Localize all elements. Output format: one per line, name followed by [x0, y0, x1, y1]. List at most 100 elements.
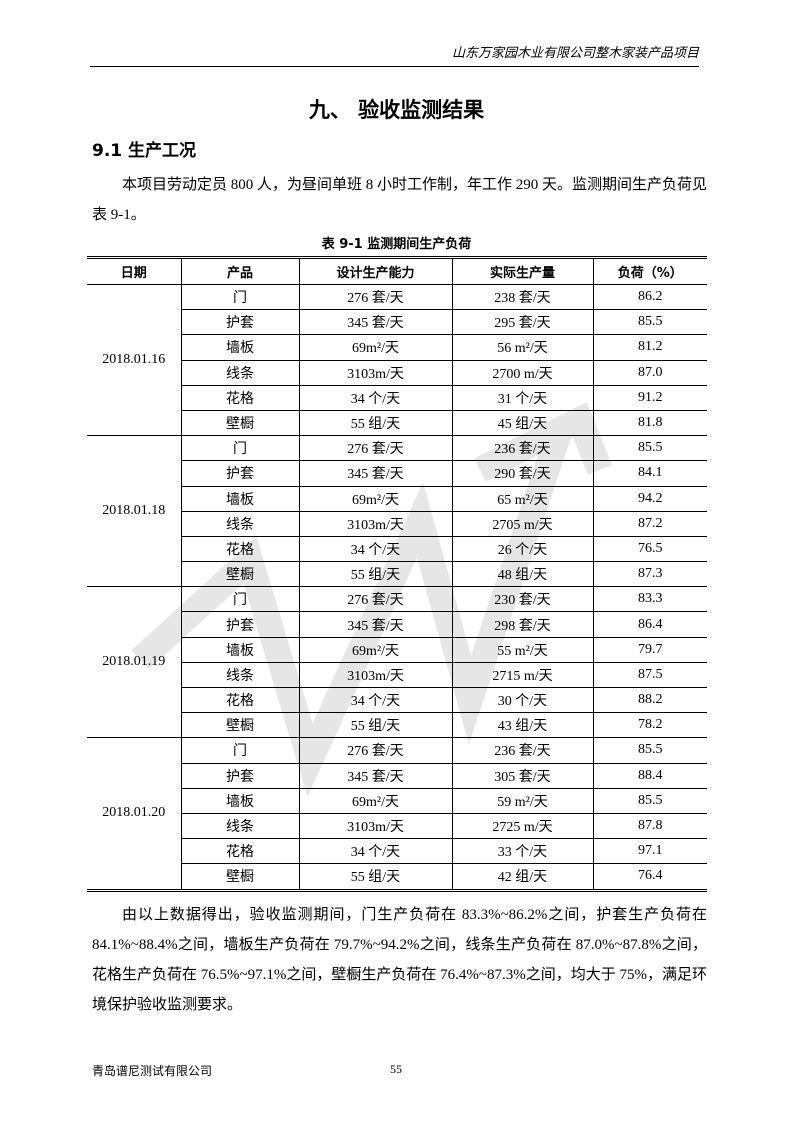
table-row: 线条 3103m/天 2705 m/天 87.2	[87, 510, 707, 537]
cell-product: 线条	[181, 359, 300, 386]
cell-product: 线条	[181, 812, 300, 840]
production-load-table: 日期 产品 设计生产能力 实际生产量 负荷（%） 2018.01.16 门 276 …	[87, 256, 707, 892]
cell-actual-output: 2715 m/天	[451, 661, 594, 689]
cell-design-capacity: 55 组/天	[298, 712, 453, 739]
header-load: 负荷（%）	[592, 257, 707, 285]
cell-product: 墙板	[181, 485, 300, 512]
cell-load: 86.2	[592, 283, 707, 311]
cell-load: 87.3	[592, 561, 707, 588]
intro-paragraph: 本项目劳动定员 800 人，为昼间单班 8 小时工作制，年工作 290 天。监测…	[92, 177, 708, 223]
cell-load: 85.5	[592, 737, 707, 764]
cell-actual-output: 43 组/天	[451, 712, 594, 739]
cell-design-capacity: 55 组/天	[298, 863, 453, 891]
cell-actual-output: 295 套/天	[451, 309, 594, 336]
cell-actual-output: 290 套/天	[451, 460, 594, 487]
cell-product: 护套	[181, 460, 300, 487]
table-row: 壁橱 55 组/天 43 组/天 78.2	[87, 712, 707, 739]
cell-load: 76.4	[592, 863, 707, 891]
cell-actual-output: 45 组/天	[451, 409, 594, 437]
cell-design-capacity: 69m²/天	[298, 334, 453, 361]
cell-product: 线条	[181, 510, 300, 537]
cell-actual-output: 2705 m/天	[451, 510, 594, 537]
cell-actual-output: 2700 m/天	[451, 359, 594, 386]
cell-load: 88.2	[592, 686, 707, 714]
cell-actual-output: 55 m²/天	[451, 636, 594, 663]
table-row: 花格 34 个/天 26 个/天 76.5	[87, 535, 707, 563]
cell-actual-output: 42 组/天	[451, 863, 594, 891]
table-row: 护套 345 套/天 305 套/天 88.4	[87, 762, 707, 789]
cell-design-capacity: 34 个/天	[298, 838, 453, 865]
cell-load: 87.2	[592, 510, 707, 537]
cell-design-capacity: 55 组/天	[298, 561, 453, 588]
cell-design-capacity: 69m²/天	[298, 636, 453, 663]
cell-design-capacity: 34 个/天	[298, 686, 453, 714]
cell-load: 78.2	[592, 712, 707, 739]
cell-actual-output: 48 组/天	[451, 561, 594, 588]
table-row: 花格 34 个/天 30 个/天 88.2	[87, 686, 707, 714]
cell-load: 97.1	[592, 838, 707, 865]
cell-date: 2018.01.19	[87, 586, 182, 739]
cell-actual-output: 2725 m/天	[451, 812, 594, 840]
conclusion-paragraph: 由以上数据得出，验收监测期间，门生产负荷在 83.3%~86.2%之间，护套生产…	[92, 907, 707, 1013]
section-heading: 9.1 生产工况	[92, 141, 197, 161]
table-row: 壁橱 55 组/天 45 组/天 81.8	[87, 409, 707, 437]
cell-date: 2018.01.16	[87, 283, 182, 437]
header-design-capacity: 设计生产能力	[298, 257, 453, 285]
table-row: 线条 3103m/天 2700 m/天 87.0	[87, 359, 707, 386]
cell-product: 花格	[181, 384, 300, 411]
cell-design-capacity: 69m²/天	[298, 787, 453, 814]
cell-product: 花格	[181, 838, 300, 865]
cell-load: 81.8	[592, 409, 707, 437]
cell-actual-output: 33 个/天	[451, 838, 594, 865]
table-row: 墙板 69m²/天 59 m²/天 85.5	[87, 787, 707, 814]
running-header: 山东万家园木业有限公司整木家装产品项目	[90, 42, 699, 67]
cell-load: 85.5	[592, 435, 707, 462]
cell-load: 79.7	[592, 636, 707, 663]
cell-design-capacity: 3103m/天	[298, 510, 453, 537]
cell-actual-output: 30 个/天	[451, 686, 594, 714]
chapter-title: 九、 验收监测结果	[308, 98, 485, 122]
cell-actual-output: 236 套/天	[451, 435, 594, 462]
cell-design-capacity: 276 套/天	[298, 586, 453, 613]
table-row: 墙板 69m²/天 55 m²/天 79.7	[87, 636, 707, 663]
cell-product: 门	[180, 737, 300, 764]
cell-product: 线条	[181, 661, 300, 689]
cell-design-capacity: 345 套/天	[298, 762, 453, 789]
cell-actual-output: 26 个/天	[451, 535, 594, 563]
table-row: 壁橱 55 组/天 42 组/天 76.4	[87, 863, 707, 891]
cell-actual-output: 230 套/天	[451, 586, 594, 613]
table-row: 花格 34 个/天 31 个/天 91.2	[87, 384, 707, 411]
header-date: 日期	[87, 257, 182, 285]
table-row: 线条 3103m/天 2725 m/天 87.8	[87, 812, 707, 840]
table-row: 护套 345 套/天 298 套/天 86.4	[87, 611, 707, 638]
cell-load: 91.2	[592, 384, 707, 411]
cell-design-capacity: 345 套/天	[298, 611, 453, 638]
cell-product: 壁橱	[181, 561, 300, 588]
cell-actual-output: 238 套/天	[451, 283, 594, 311]
cell-design-capacity: 276 套/天	[298, 283, 453, 311]
cell-product: 护套	[181, 762, 300, 789]
cell-load: 94.2	[592, 485, 707, 512]
header-product: 产品	[180, 257, 300, 285]
cell-date: 2018.01.20	[87, 737, 182, 891]
cell-product: 花格	[181, 535, 300, 563]
table-row: 2018.01.19 门 276 套/天 230 套/天 83.3	[87, 586, 707, 739]
cell-product: 花格	[181, 686, 300, 714]
table-row: 壁橱 55 组/天 48 组/天 87.3	[87, 561, 707, 588]
cell-load: 87.0	[592, 359, 707, 386]
cell-design-capacity: 69m²/天	[298, 485, 453, 512]
cell-design-capacity: 276 套/天	[298, 737, 453, 764]
cell-product: 护套	[181, 611, 300, 638]
cell-design-capacity: 345 套/天	[298, 460, 453, 487]
cell-design-capacity: 34 个/天	[298, 384, 453, 411]
cell-product: 门	[180, 586, 300, 613]
cell-product: 墙板	[181, 787, 300, 814]
cell-load: 85.5	[592, 309, 707, 336]
cell-load: 85.5	[592, 787, 707, 814]
cell-actual-output: 65 m²/天	[451, 485, 594, 512]
header-actual-output: 实际生产量	[451, 257, 594, 285]
cell-product: 壁橱	[181, 712, 300, 739]
cell-product: 门	[180, 283, 300, 311]
cell-design-capacity: 3103m/天	[298, 661, 453, 689]
cell-load: 87.8	[592, 812, 707, 840]
